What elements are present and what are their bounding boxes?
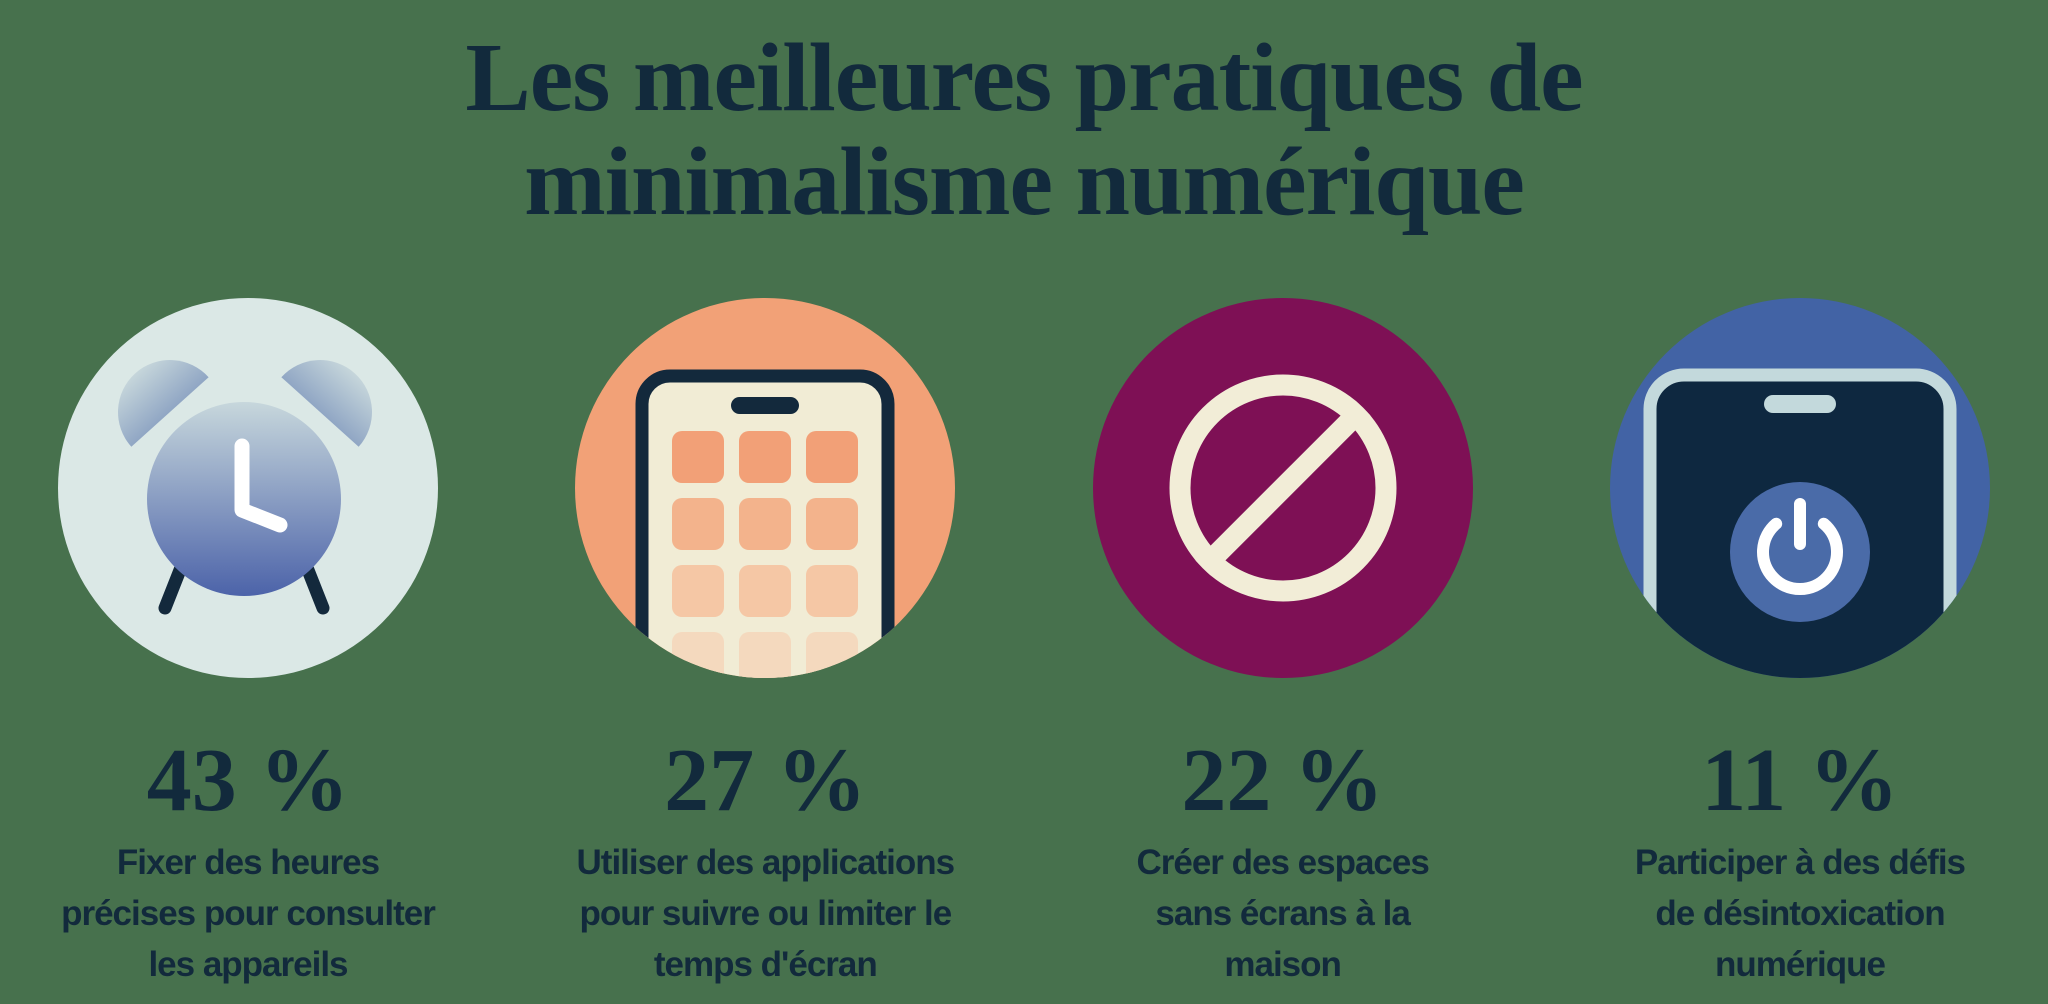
stat-percent: 11 % [1701,731,1899,830]
power-phone-badge [1609,298,1990,678]
phone-power-icon [1643,368,1957,678]
stats-row: 43 % Fixer des heures précises pour cons… [0,298,2048,990]
stat-percent: 43 % [146,731,350,830]
stat-item-screen-free-spaces: 22 % Créer des espaces sans écrans à la … [1063,298,1503,990]
stat-item-detox-challenges: 11 % Participer à des défis de désintoxi… [1580,298,2020,990]
phone-app-grid-icon [635,369,895,678]
stat-label: Créer des espaces sans écrans à la maiso… [1136,843,1429,984]
stat-item-fixed-hours: 43 % Fixer des heures précises pour cons… [28,298,468,990]
alarm-clock-icon [118,360,372,615]
stat-percent: 22 % [1181,731,1384,830]
no-screens-badge [1092,298,1473,678]
no-sign-icon [1169,374,1397,602]
stat-percent: 27 % [664,731,867,830]
page-title: Les meilleures pratiques de minimalisme … [465,24,1583,236]
power-symbol [1757,498,1843,596]
stat-item-tracking-apps: 27 % Utiliser des applications pour suiv… [545,298,985,990]
stat-label: Utiliser des applications pour suivre ou… [576,843,956,984]
alarm-clock-badge [58,298,438,678]
stat-label: Participer à des défis de désintoxicatio… [1634,843,1966,984]
stat-label: Fixer des heures précises pour consulter… [61,843,436,984]
app-phone-badge [575,298,956,678]
